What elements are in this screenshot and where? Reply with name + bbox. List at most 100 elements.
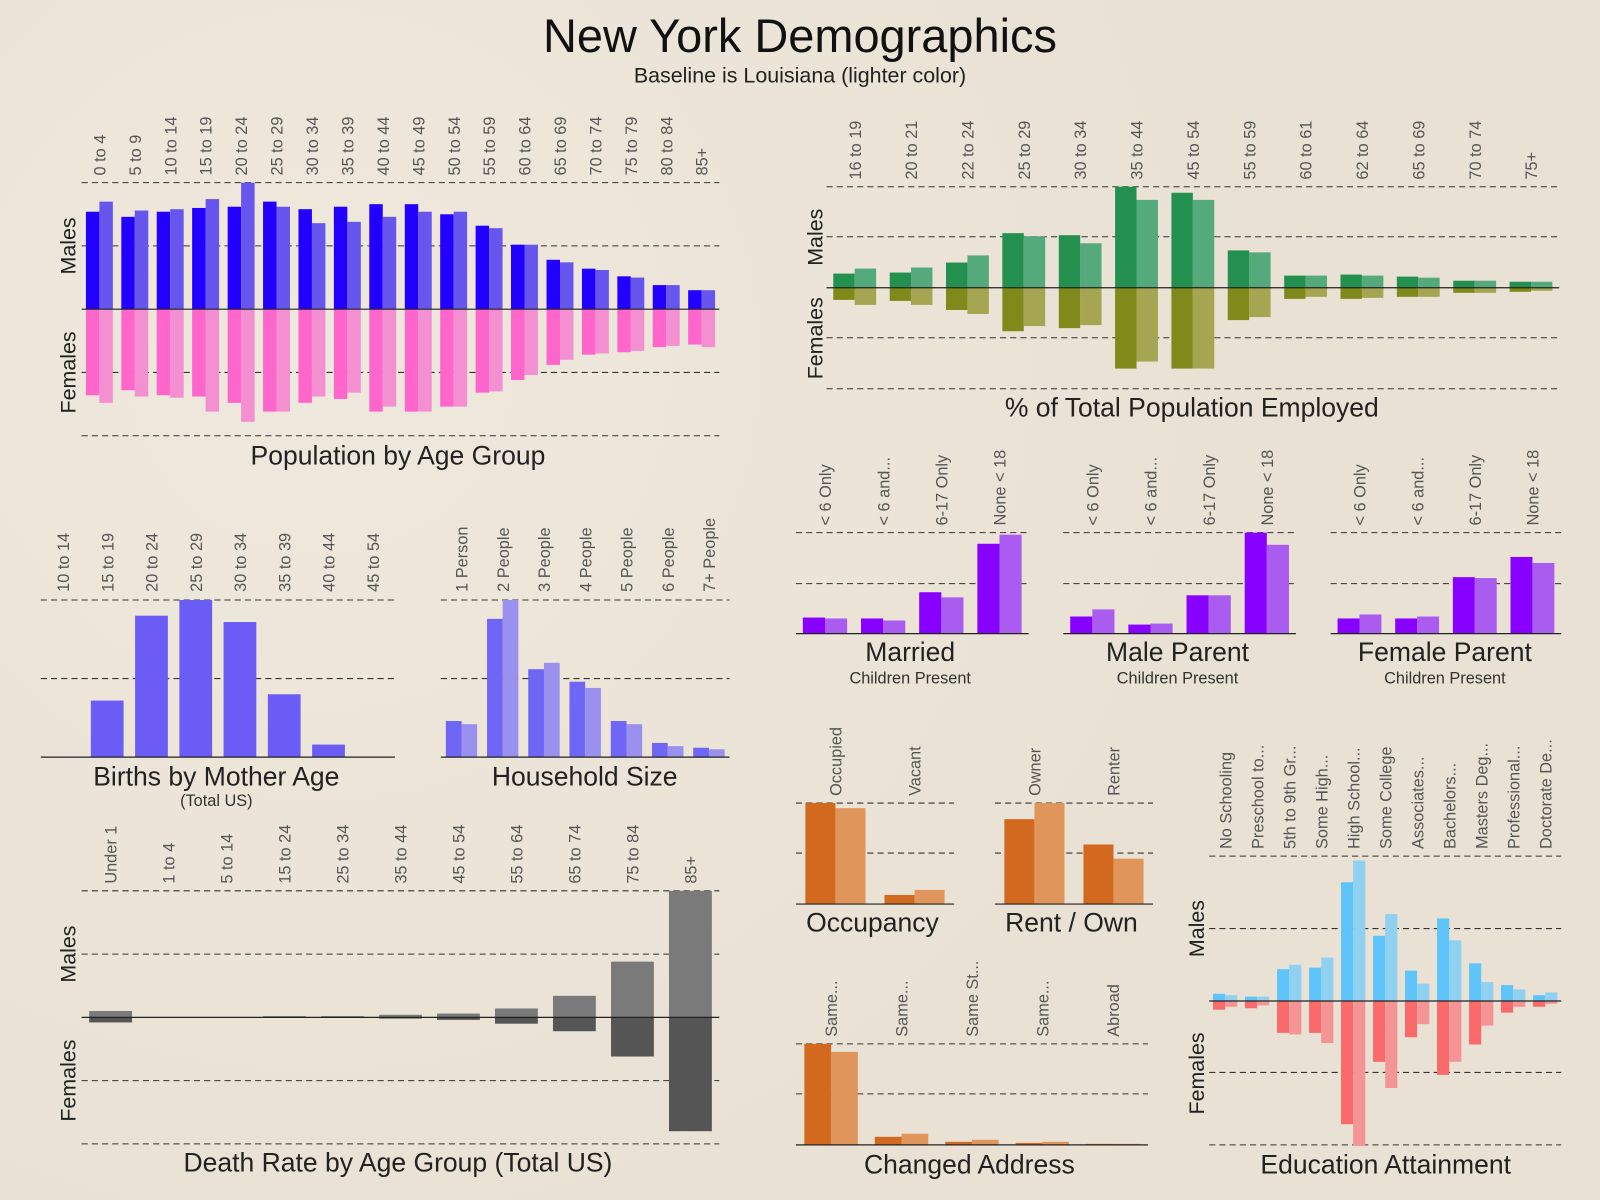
bar-upper-primary-7: [494, 1008, 538, 1018]
bar-upper-baseline-6: [1417, 983, 1430, 1002]
category-label: 15 to 19: [99, 533, 117, 592]
bar-lower-primary-3: [1002, 287, 1024, 332]
males-axis-label: Males: [57, 926, 81, 983]
bar-upper-baseline-15: [630, 277, 645, 310]
bar-upper-baseline-7: [1249, 252, 1271, 288]
bar-upper-baseline-6: [1192, 199, 1215, 288]
bar-upper-baseline-6: [311, 223, 326, 310]
category-label: 70 to 74: [1467, 121, 1485, 180]
bar-upper-primary-5: [379, 1014, 422, 1018]
bar-upper-primary-0: [445, 721, 462, 758]
bar-upper-baseline-1: [502, 599, 519, 758]
bar-upper-primary-5: [1373, 935, 1386, 1002]
bar-lower-primary-9: [1501, 1001, 1514, 1013]
category-label: 5th to 9th Gr...: [1281, 746, 1299, 849]
bar-upper-primary-2: [1277, 969, 1290, 1002]
bar-upper-baseline-7: [347, 221, 361, 310]
bar-upper-baseline-5: [276, 206, 290, 310]
bar-upper-baseline-1: [911, 267, 933, 288]
bar-upper-baseline-0: [1359, 614, 1382, 634]
category-label: 45 to 54: [1185, 121, 1203, 180]
category-label: < 6 Only: [1084, 463, 1102, 525]
births-chart: 10 to 14 15 to 19 20 to 24 25 to 29 30 to 34…: [40, 533, 395, 810]
education-chart: No Schooling Preschool to... 5th to 9th Gr…: [1185, 739, 1562, 1179]
bar-lower-primary-6: [1171, 287, 1193, 369]
category-label: < 6 and...: [1409, 457, 1427, 525]
category-label: Same...: [1034, 981, 1052, 1037]
bar-lower-primary-8: [1469, 1001, 1482, 1045]
bar-upper-primary-10: [1396, 276, 1419, 288]
bar-lower-primary-1: [889, 287, 912, 301]
females-axis-label: Females: [57, 1040, 81, 1122]
bar-upper-primary-0: [805, 803, 836, 905]
bar-lower-primary-0: [89, 1017, 133, 1023]
bar-lower-baseline-10: [1545, 1001, 1558, 1004]
category-label: 62 to 64: [1354, 121, 1372, 180]
bar-upper-primary-1: [1083, 844, 1114, 905]
bar-upper-baseline-0: [824, 618, 848, 634]
category-label: 40 to 44: [321, 533, 339, 592]
bar-upper-baseline-1: [901, 1133, 929, 1145]
category-label: 5 People: [619, 527, 637, 591]
bar-lower-baseline-0: [1225, 1001, 1238, 1007]
bar-lower-baseline-12: [1531, 287, 1553, 291]
bar-upper-primary-1: [1395, 618, 1418, 634]
bar-upper-primary-4: [1341, 882, 1354, 1002]
bar-upper-primary-4: [223, 622, 257, 758]
occupancy-chart: Occupied Vacant Occupancy: [795, 727, 955, 938]
bar-upper-primary-6: [1171, 192, 1193, 288]
bar-upper-primary-1: [889, 272, 912, 288]
household-chart: 1 Person 2 People 3 People 4 People 5 People…: [440, 518, 730, 792]
category-label: Associates...: [1409, 756, 1427, 848]
bar-lower-baseline-0: [854, 287, 877, 305]
changed-address-chart: Same... Same... Same St... Same... Abroad Cha…: [795, 961, 1148, 1179]
bar-upper-primary-8: [1469, 963, 1482, 1002]
males-axis-label: Males: [803, 209, 827, 266]
bar-upper-baseline-0: [1092, 609, 1115, 634]
page-title: New York Demographics: [543, 9, 1057, 63]
bar-upper-primary-9: [1340, 274, 1362, 288]
bar-lower-primary-9: [404, 309, 419, 412]
bar-upper-baseline-1: [134, 210, 149, 310]
category-label: Preschool to...: [1249, 745, 1267, 849]
category-label: < 6 and...: [1143, 457, 1161, 525]
bar-upper-primary-15: [617, 276, 631, 310]
bar-upper-baseline-10: [453, 211, 468, 310]
bar-lower-baseline-12: [524, 309, 538, 375]
bar-upper-primary-6: [437, 1013, 480, 1018]
bar-upper-primary-6: [298, 209, 312, 310]
bar-upper-baseline-4: [626, 724, 643, 758]
bar-upper-primary-1: [861, 618, 884, 634]
category-label: 60 to 61: [1298, 121, 1316, 180]
bar-lower-primary-8: [1284, 287, 1306, 299]
bar-upper-primary-1: [1128, 624, 1151, 634]
bar-upper-primary-3: [1510, 556, 1533, 634]
bar-upper-baseline-0: [831, 1051, 858, 1145]
bar-upper-baseline-9: [1361, 275, 1384, 288]
bar-upper-primary-3: [1002, 233, 1024, 288]
bar-lower-baseline-2: [1289, 1001, 1302, 1035]
rent-own-chart: Owner Renter Rent / Own: [994, 746, 1154, 938]
category-label: Professional...: [1505, 746, 1523, 849]
bar-upper-primary-13: [546, 259, 560, 310]
category-label: 5 to 14: [219, 834, 237, 884]
bar-upper-primary-3: [1309, 967, 1322, 1002]
category-label: 20 to 21: [903, 121, 921, 180]
category-label: 30 to 34: [304, 117, 322, 176]
category-label: 15 to 19: [198, 117, 216, 176]
bar-upper-primary-5: [1115, 186, 1137, 288]
bar-upper-baseline-3: [1023, 236, 1046, 288]
bar-lower-primary-5: [379, 1017, 422, 1019]
bar-upper-primary-1: [90, 700, 124, 758]
bar-lower-primary-12: [511, 309, 525, 380]
bar-lower-baseline-0: [99, 309, 113, 403]
bar-lower-primary-1: [121, 309, 135, 391]
category-label: 35 to 44: [393, 825, 411, 884]
bar-upper-baseline-2: [967, 255, 989, 288]
bar-upper-baseline-1: [883, 620, 906, 634]
category-label: 55 to 59: [1241, 121, 1259, 180]
bar-lower-primary-2: [1277, 1001, 1290, 1033]
bar-lower-baseline-15: [630, 309, 645, 351]
